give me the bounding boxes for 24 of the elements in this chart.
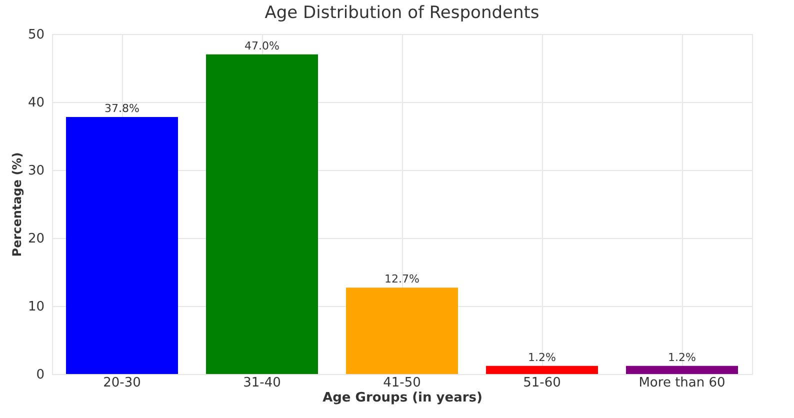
chart-title: Age Distribution of Respondents (264, 3, 540, 23)
data-label: 12.7% (384, 272, 420, 286)
y-tick-label: 20 (28, 232, 44, 246)
data-label: 47.0% (244, 39, 280, 52)
x-tick-label: 51-60 (523, 376, 561, 390)
x-tick-label: More than 60 (638, 376, 726, 390)
bar (66, 116, 178, 374)
data-label: 1.2% (528, 350, 556, 364)
y-tick-label: 30 (28, 164, 44, 178)
bar (486, 366, 598, 374)
y-tick-label: 10 (28, 300, 44, 314)
x-tick-label: 31-40 (243, 376, 281, 390)
x-tick-label: 41-50 (383, 376, 421, 390)
bar (626, 366, 738, 374)
data-label: 1.2% (668, 350, 696, 364)
y-tick-label: 40 (28, 96, 44, 110)
bar (206, 54, 318, 374)
bar (346, 288, 458, 374)
y-tick-label: 0 (36, 368, 44, 382)
x-tick-label: 20-30 (103, 376, 141, 390)
y-axis-title: Percentage (%) (10, 152, 24, 257)
x-axis-title: Age Groups (in years) (322, 390, 482, 406)
y-tick-label: 50 (28, 28, 44, 42)
data-label: 37.8% (104, 102, 140, 115)
